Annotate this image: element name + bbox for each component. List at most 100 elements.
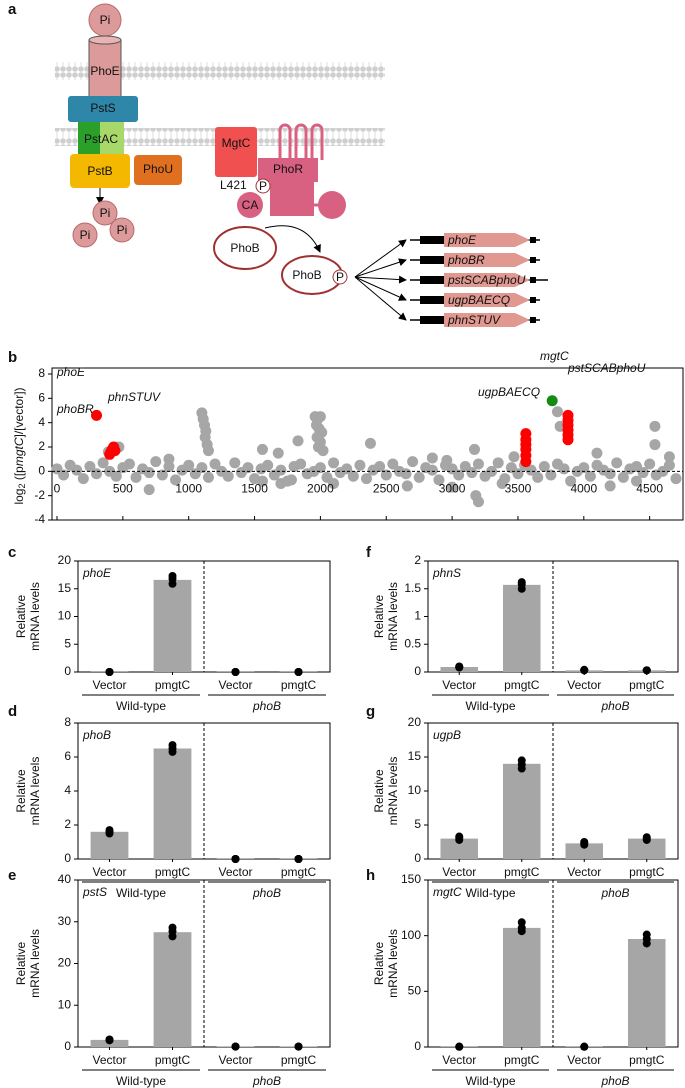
y-axis-label: Relative [14, 942, 28, 986]
phor [258, 158, 318, 182]
y-tick-label: 5 [414, 817, 421, 831]
replicate-point [455, 832, 464, 841]
annotation: phnSTUV [107, 390, 161, 404]
pstac-label: PstAC [84, 132, 118, 146]
y-axis-label: Relative [372, 595, 386, 639]
phob [213, 226, 277, 270]
x-tick-label: pmgtC [281, 678, 317, 692]
pi-label: Pi [80, 228, 91, 242]
annotation: mgtC [540, 349, 569, 363]
group-label: phoB [252, 1074, 281, 1088]
point [670, 473, 682, 485]
pi [92, 200, 118, 226]
point [466, 467, 478, 479]
y-tick-label: 8 [38, 366, 45, 380]
point [649, 439, 661, 451]
gene [444, 293, 530, 307]
terminator [530, 277, 536, 283]
point [354, 459, 366, 471]
x-tick-label: Vector [218, 865, 252, 879]
y-axis-label: Relative [14, 769, 28, 813]
y-axis-label: mRNA levels [386, 582, 400, 651]
point [380, 469, 392, 481]
y-axis-label: Relative [372, 942, 386, 986]
x-tick-label: Vector [92, 1053, 126, 1067]
point [604, 480, 616, 492]
pstac [100, 122, 124, 158]
chart-title: mgtC [433, 885, 462, 899]
group-label: Wild-type [465, 699, 515, 713]
chart-title: pstS [82, 885, 107, 899]
point [578, 462, 590, 474]
annotation: ugpBAECQ [478, 385, 540, 399]
arrow [264, 225, 321, 253]
pstb [70, 154, 130, 188]
replicate-point [517, 923, 526, 932]
phor-label: PhoR [273, 162, 303, 176]
y-tick-label: 0 [414, 851, 421, 865]
point [272, 447, 284, 459]
point [604, 468, 616, 480]
panel-label: f [366, 544, 372, 561]
residue-label: L421 [220, 178, 247, 192]
gene [444, 273, 530, 287]
y-tick-label: 0 [414, 664, 421, 678]
y-tick-label: 10 [58, 609, 72, 623]
x-tick-label: Vector [218, 1053, 252, 1067]
point [156, 469, 168, 481]
phoe-label: PhoE [90, 64, 119, 78]
point [110, 470, 122, 482]
operons: phoE phoBR pstSCABphoU ugpBAECQ phnSTUV [354, 233, 548, 327]
chart-title: phoB [82, 728, 111, 742]
point [525, 464, 537, 476]
point [446, 481, 458, 493]
point [196, 462, 208, 474]
point [426, 464, 438, 476]
y-axis-label-part: log [12, 489, 26, 505]
x-tick-label: 2500 [373, 482, 400, 496]
x-tick-label: pmgtC [504, 1053, 540, 1067]
y-tick-label: 1.5 [404, 581, 421, 595]
point [77, 473, 89, 485]
y-tick-label: 0 [38, 464, 45, 478]
point [551, 406, 563, 418]
point [644, 458, 656, 470]
point [538, 460, 550, 472]
y-tick-label: 2 [64, 817, 71, 831]
x-tick-label: Vector [567, 678, 601, 692]
point [637, 467, 649, 479]
x-tick-label: 1000 [175, 482, 202, 496]
point [433, 474, 445, 486]
point [520, 456, 532, 468]
replicate-point [642, 930, 651, 939]
mgtc [215, 127, 257, 177]
point [492, 457, 504, 469]
channel-top [88, 35, 122, 45]
y-tick-label: 8 [64, 715, 71, 729]
point [453, 469, 465, 481]
point [387, 458, 399, 470]
promoter [420, 236, 444, 244]
x-tick-label: 2000 [307, 482, 334, 496]
point [617, 471, 629, 483]
replicate-point [455, 1042, 464, 1051]
x-tick-label: pmgtC [155, 678, 191, 692]
point [400, 468, 412, 480]
bar [503, 584, 541, 672]
y-tick-label: 0 [64, 1039, 71, 1053]
annotation: pstSCABphoU [567, 361, 646, 375]
ca-domain [237, 192, 263, 218]
terminator [530, 257, 536, 263]
point [611, 457, 623, 469]
y-tick-label: 150 [401, 872, 421, 886]
domain [318, 191, 346, 219]
point [649, 420, 661, 432]
bar [153, 932, 192, 1047]
phor-tm [278, 123, 324, 160]
operon-label: pstSCABphoU [447, 273, 526, 287]
x-tick-label: pmgtC [281, 1053, 317, 1067]
replicate-point [580, 838, 589, 846]
x-tick-label: pmgtC [504, 678, 540, 692]
group-label: phoB [600, 699, 629, 713]
